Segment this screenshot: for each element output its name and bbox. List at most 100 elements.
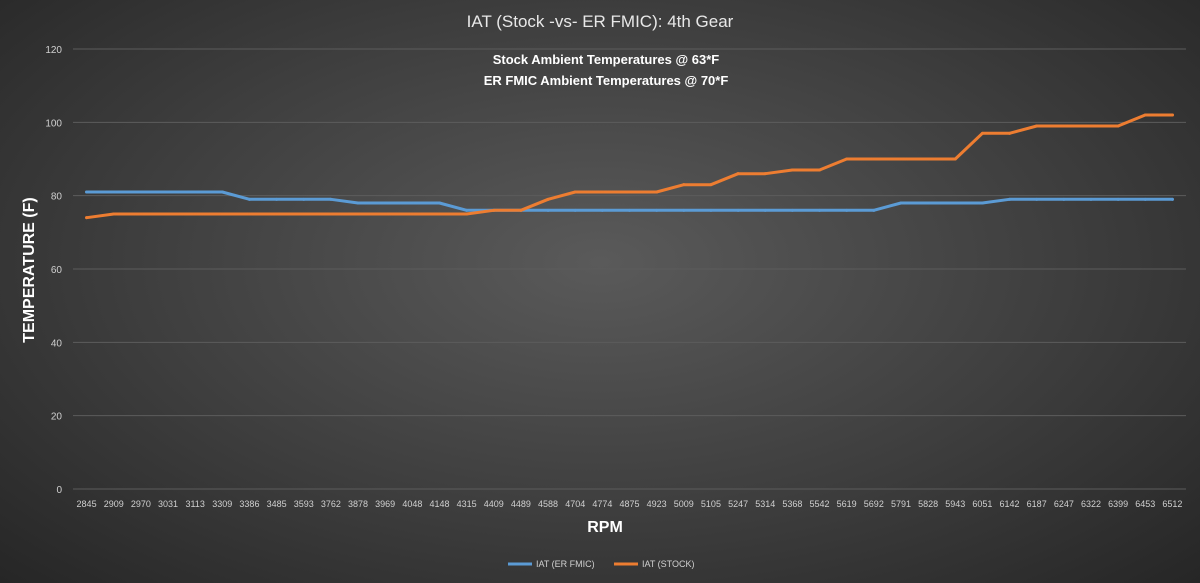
y-tick-label: 120 [45, 45, 62, 56]
x-tick-label: 4048 [402, 499, 422, 509]
data-point [953, 157, 957, 161]
chart-title: IAT (Stock -vs- ER FMIC): 4th Gear [467, 12, 734, 31]
y-tick-label: 60 [51, 265, 63, 276]
x-tick-label: 3593 [294, 499, 314, 509]
data-point [329, 212, 333, 216]
data-point [302, 197, 306, 201]
data-point [220, 212, 224, 216]
data-point [872, 208, 876, 212]
data-point [1170, 197, 1174, 201]
x-tick-label: 5368 [782, 499, 802, 509]
x-tick-label: 4704 [565, 499, 585, 509]
data-point [1116, 124, 1120, 128]
data-point [1089, 197, 1093, 201]
x-tick-label: 3878 [348, 499, 368, 509]
x-tick-label: 5247 [728, 499, 748, 509]
data-point [1008, 131, 1012, 135]
x-tick-label: 5619 [837, 499, 857, 509]
series-line-stock [85, 113, 1174, 220]
data-point [709, 208, 713, 212]
data-point [953, 201, 957, 205]
data-point [519, 208, 523, 212]
data-point [655, 208, 659, 212]
data-point [763, 172, 767, 176]
data-point [872, 157, 876, 161]
data-point [1062, 124, 1066, 128]
x-tick-label: 4875 [619, 499, 639, 509]
data-point [465, 208, 469, 212]
data-point [818, 208, 822, 212]
y-tick-label: 80 [51, 192, 63, 203]
data-point [818, 168, 822, 172]
legend: IAT (ER FMIC) IAT (STOCK) [508, 559, 695, 569]
y-tick-label: 100 [45, 118, 62, 129]
data-point [573, 208, 577, 212]
data-point [85, 216, 89, 220]
legend-label-stock: IAT (STOCK) [642, 559, 695, 569]
data-point [247, 197, 251, 201]
data-point [492, 208, 496, 212]
x-tick-label: 6399 [1108, 499, 1128, 509]
data-point [980, 131, 984, 135]
data-point [356, 212, 360, 216]
data-point [193, 190, 197, 194]
series-line-er-fmic [85, 190, 1174, 212]
data-point [736, 172, 740, 176]
x-tick-label: 4148 [429, 499, 449, 509]
x-tick-label: 4489 [511, 499, 531, 509]
x-tick-label: 6512 [1162, 499, 1182, 509]
x-tick-label: 3386 [239, 499, 259, 509]
x-tick-label: 5314 [755, 499, 775, 509]
x-tick-label: 2845 [77, 499, 97, 509]
data-point [247, 212, 251, 216]
x-tick-label: 6051 [972, 499, 992, 509]
x-tick-label: 4588 [538, 499, 558, 509]
data-point [275, 197, 279, 201]
data-point [546, 197, 550, 201]
data-point [573, 190, 577, 194]
data-point [1143, 197, 1147, 201]
x-tick-label: 5105 [701, 499, 721, 509]
data-point [845, 208, 849, 212]
x-tick-label: 4315 [457, 499, 477, 509]
x-tick-label: 2970 [131, 499, 151, 509]
data-point [1143, 113, 1147, 117]
data-point [845, 157, 849, 161]
chart-subtitle-line-2: ER FMIC Ambient Temperatures @ 70*F [484, 73, 729, 88]
data-point [383, 212, 387, 216]
series-lines [85, 113, 1174, 220]
x-tick-label: 5828 [918, 499, 938, 509]
data-point [220, 190, 224, 194]
data-point [600, 190, 604, 194]
data-point [1035, 124, 1039, 128]
data-point [193, 212, 197, 216]
x-tick-label: 4923 [647, 499, 667, 509]
data-point [139, 212, 143, 216]
data-point [1116, 197, 1120, 201]
data-point [302, 212, 306, 216]
y-axis-title: TEMPERATURE (F) [21, 197, 38, 342]
data-point [139, 190, 143, 194]
data-point [275, 212, 279, 216]
data-point [1035, 197, 1039, 201]
data-point [410, 201, 414, 205]
x-tick-label: 6247 [1054, 499, 1074, 509]
data-point [790, 208, 794, 212]
x-tick-label: 5692 [864, 499, 884, 509]
data-point [1089, 124, 1093, 128]
x-tick-label: 3485 [267, 499, 287, 509]
data-point [166, 212, 170, 216]
x-tick-label: 3969 [375, 499, 395, 509]
data-point [628, 190, 631, 194]
data-point [1062, 197, 1066, 201]
x-tick-label: 5943 [945, 499, 965, 509]
data-point [112, 212, 116, 216]
x-tick-label: 5791 [891, 499, 911, 509]
y-tick-label: 20 [51, 412, 63, 423]
data-point [356, 201, 360, 205]
legend-label-er-fmic: IAT (ER FMIC) [536, 559, 595, 569]
data-point [546, 208, 550, 212]
x-tick-label: 2909 [104, 499, 124, 509]
x-tick-label: 6322 [1081, 499, 1101, 509]
